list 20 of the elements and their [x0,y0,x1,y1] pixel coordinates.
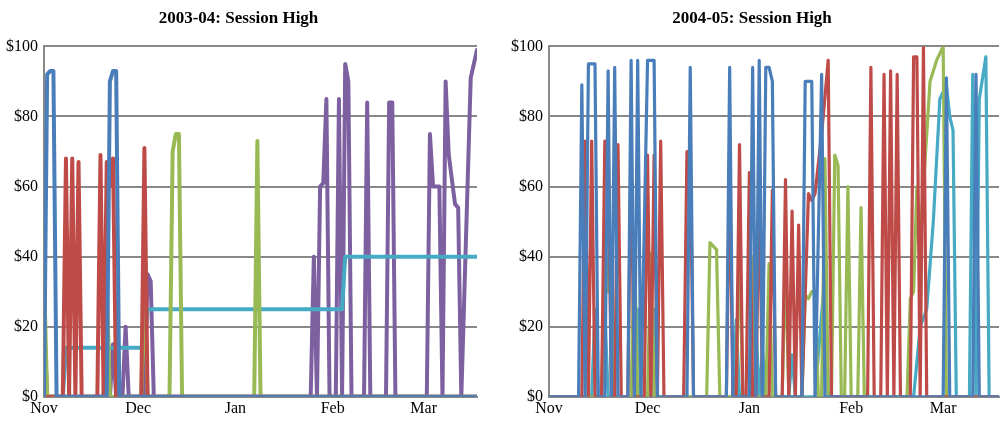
x-tick-label: Dec [634,398,661,416]
y-tick-label: $100 [511,36,543,54]
x-tick-label: Dec [125,398,152,416]
y-tick-label: $60 [519,176,543,194]
y-tick-label: $60 [14,176,38,194]
chart-title: 2003-04: Session High [158,7,319,27]
y-tick-label: $80 [519,106,543,124]
x-tick-label: Jan [224,398,247,416]
y-tick-label: $80 [14,106,38,124]
y-tick-label: $100 [6,36,38,54]
x-tick-label: Mar [929,398,958,416]
y-tick-label: $20 [14,316,38,334]
x-tick-label: Feb [320,398,345,416]
y-tick-label: $40 [519,246,543,264]
x-tick-label: Jan [738,398,761,416]
y-tick-label: $40 [14,246,38,264]
x-tick-label: Mar [410,398,438,416]
x-tick-label: Feb [839,398,864,416]
y-tick-label: $20 [519,316,543,334]
chart-title: 2004-05: Session High [672,7,833,27]
